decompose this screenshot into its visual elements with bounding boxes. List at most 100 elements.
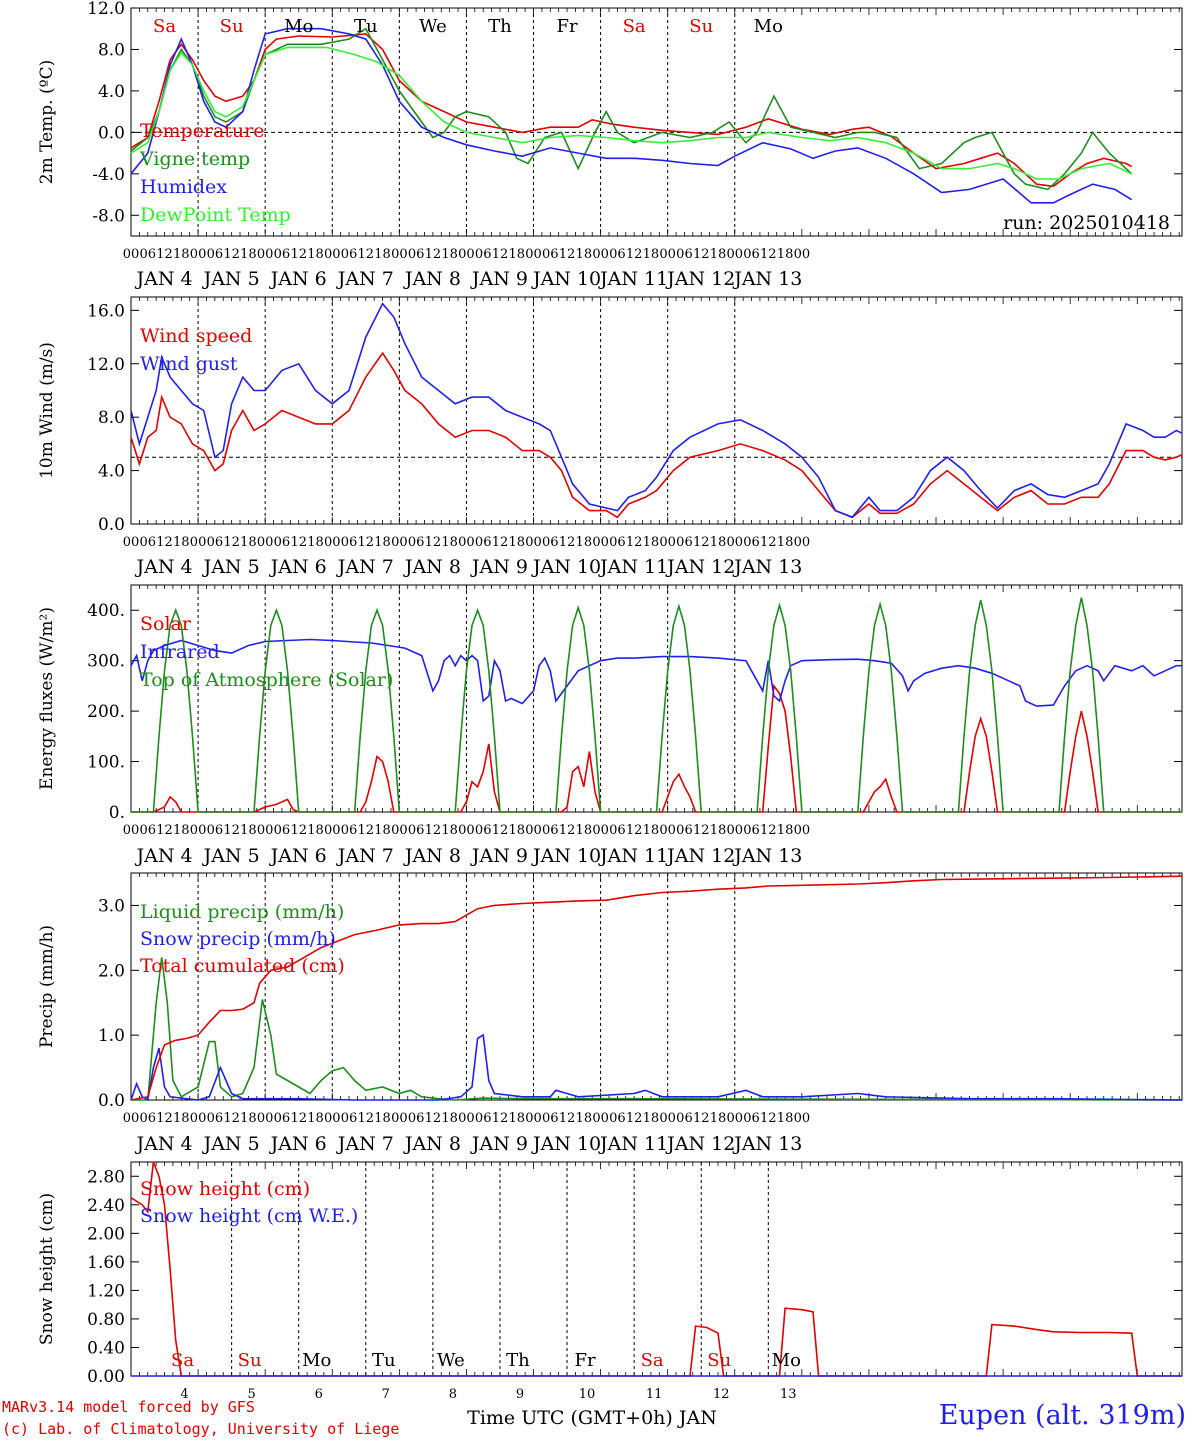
hour-tick-label: 18 [576,823,593,838]
day-number-label: 12 [713,1387,730,1402]
weekday-label: We [419,16,447,37]
hour-tick-label: 18 [240,535,257,550]
hour-tick-label: 12 [693,1111,710,1126]
hour-tick-label: 12 [290,247,307,262]
hour-tick-label: 06 [743,247,760,262]
hour-tick-label: 00 [592,823,609,838]
date-label: JAN 6 [269,845,327,867]
series-line [130,1033,1183,1102]
hour-tick-label: 12 [223,535,240,550]
date-label: JAN 10 [531,556,601,578]
hour-tick-label: 00 [324,1111,341,1126]
legend-entry: Total cumulated (cm) [140,955,345,977]
y-tick-label: 1.20 [87,1281,125,1301]
hour-tick-label: 12 [626,823,643,838]
day-number-label: 11 [646,1387,663,1402]
date-label: JAN 4 [134,268,192,290]
hour-tick-label: 12 [290,535,307,550]
hour-tick-label: 12 [425,535,442,550]
y-tick-label: 0. [109,803,125,823]
hour-tick-label: 00 [794,535,811,550]
date-label: JAN 6 [269,556,327,578]
hour-tick-label: 00 [391,823,408,838]
plot-frame [130,872,1183,1101]
model-credit: MARv3.14 model forced by GFS [2,1398,255,1416]
hour-tick-label: 06 [743,823,760,838]
series-line [130,27,1133,204]
date-label: JAN 6 [269,268,327,290]
hour-tick-label: 18 [173,535,190,550]
hour-tick-label: 18 [441,823,458,838]
hour-tick-label: 00 [324,823,341,838]
y-tick-label: 2.00 [87,1224,125,1244]
y-tick-label: 2.0 [98,961,125,981]
legend-entry: Wind gust [140,353,238,375]
hour-tick-label: 12 [156,247,173,262]
date-label: JAN 13 [732,1133,802,1155]
hour-tick-label: 12 [559,535,576,550]
y-tick-label: 4.0 [98,82,125,102]
y-tick-label: 100. [87,753,125,773]
date-label: JAN 11 [598,845,668,867]
hour-tick-label: 06 [274,535,291,550]
hour-tick-label: 00 [391,535,408,550]
hour-tick-label: 00 [726,1111,743,1126]
series-line [130,33,1133,188]
y-tick-label: 0.40 [87,1338,125,1358]
weekday-label: Tu [354,16,378,37]
hour-tick-label: 12 [559,823,576,838]
hour-tick-label: 00 [458,247,475,262]
hour-tick-label: 00 [726,823,743,838]
hour-tick-label: 18 [710,247,727,262]
hour-tick-label: 18 [441,535,458,550]
date-label: JAN 4 [134,556,192,578]
weekday-label: Sa [623,16,646,37]
station-name: Eupen (alt. 319m) [938,1400,1186,1431]
hour-tick-label: 18 [508,1111,525,1126]
day-number-label: 5 [247,1387,255,1402]
hour-tick-label: 12 [626,1111,643,1126]
weekday-label-bottom: Th [506,1350,530,1371]
legend-entry: Snow height (cm) [140,1178,310,1200]
hour-tick-label: 18 [441,1111,458,1126]
weekday-label-bottom: Su [707,1350,731,1371]
hour-tick-label: 12 [223,1111,240,1126]
y-tick-label: 2.80 [87,1167,125,1187]
hour-tick-label: 18 [710,1111,727,1126]
y-tick-label: 2.40 [87,1196,125,1216]
hour-tick-label: 18 [710,823,727,838]
hour-tick-label: 06 [139,1111,156,1126]
hour-tick-label: 18 [240,823,257,838]
hour-tick-label: 00 [190,823,207,838]
hour-tick-label: 06 [274,247,291,262]
y-axis-title: Snow height (cm) [37,1193,57,1345]
y-tick-label: 0.0 [98,123,125,143]
weekday-label-bottom: Tu [372,1350,396,1371]
date-label: JAN 6 [269,1133,327,1155]
hour-tick-label: 06 [139,247,156,262]
hour-tick-label: 18 [643,535,660,550]
hour-tick-label: 18 [508,535,525,550]
panel-4 [130,872,1183,1102]
hour-tick-label: 12 [626,247,643,262]
y-tick-label: 16.0 [87,301,125,321]
legend-entry: Vigne temp [139,148,250,170]
hour-tick-label: 00 [659,1111,676,1126]
panel-1 [130,7,1183,237]
hour-tick-label: 06 [341,1111,358,1126]
weekday-label-bottom: Mo [772,1350,801,1371]
y-tick-label: 3.0 [98,896,125,916]
date-label: JAN 4 [134,845,192,867]
hour-tick-label: 00 [592,1111,609,1126]
weekday-label: Sa [153,16,176,37]
date-label: JAN 11 [598,268,668,290]
hour-tick-label: 00 [525,823,542,838]
hour-tick-label: 06 [542,823,559,838]
hour-tick-label: 06 [274,823,291,838]
hour-tick-label: 06 [207,535,224,550]
hour-tick-label: 00 [257,535,274,550]
hour-tick-label: 18 [307,247,324,262]
hour-tick-label: 18 [777,823,794,838]
hour-tick-label: 06 [475,1111,492,1126]
